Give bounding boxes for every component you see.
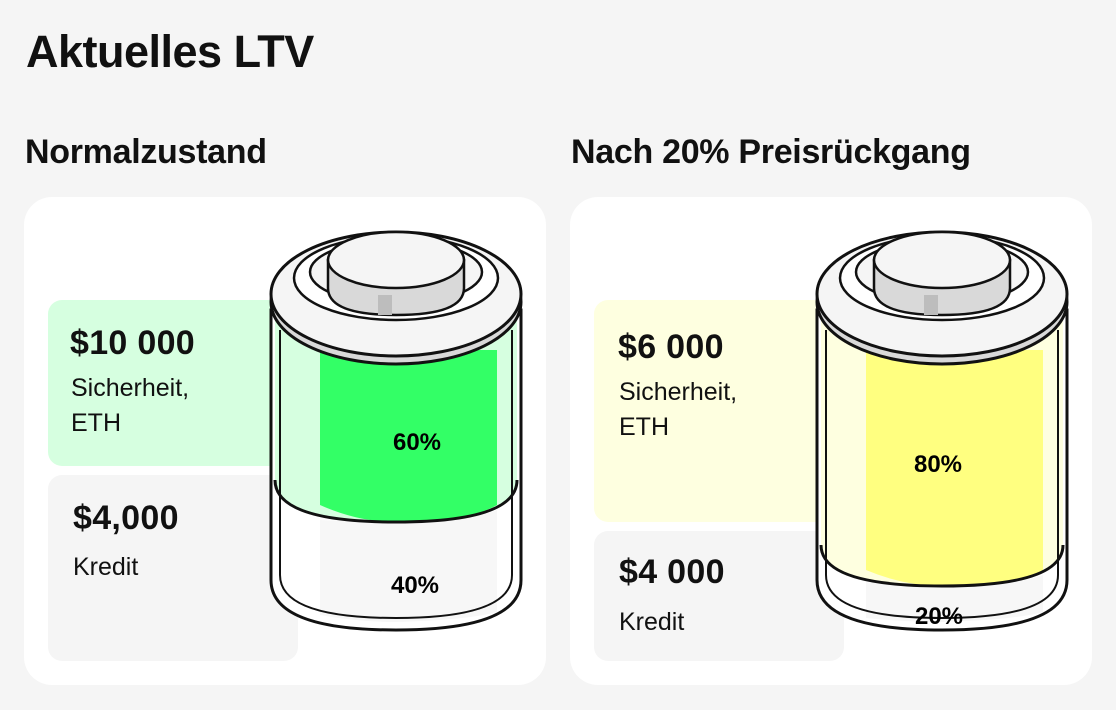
collateral-label-line1: Sicherheit, xyxy=(71,374,190,402)
panel-price-drop: $6 000 Sicherheit, ETH $4 000 Kredit 80%… xyxy=(570,197,1092,685)
loan-label: Kredit xyxy=(619,608,685,636)
collateral-label-line2: ETH xyxy=(71,409,121,437)
collateral-amount: $10 000 xyxy=(70,324,196,362)
collateral-label: Sicherheit, ETH xyxy=(71,371,189,441)
collateral-label-line2: ETH xyxy=(619,413,669,441)
collateral-box: $10 000 Sicherheit, ETH xyxy=(48,300,298,466)
collateral-box: $6 000 Sicherheit, ETH xyxy=(594,300,844,522)
battery-yellow: 80% 20% xyxy=(815,230,1069,632)
battery-top-percent: 80% xyxy=(914,451,962,478)
loan-box: $4 000 Kredit xyxy=(594,531,844,661)
collateral-amount: $6 000 xyxy=(618,328,724,366)
loan-label: Kredit xyxy=(73,553,139,581)
loan-amount: $4,000 xyxy=(73,499,179,537)
page-title: Aktuelles LTV xyxy=(26,26,314,77)
battery-top-percent: 60% xyxy=(393,429,441,456)
collateral-label-line1: Sicherheit, xyxy=(619,378,738,406)
battery-bottom-percent: 20% xyxy=(915,603,963,630)
loan-box: $4,000 Kredit xyxy=(48,475,298,661)
section-title-price-drop: Nach 20% Preisrückgang xyxy=(571,133,971,171)
collateral-label: Sicherheit, ETH xyxy=(619,375,737,445)
panel-normal: $10 000 Sicherheit, ETH $4,000 Kredit 60… xyxy=(24,197,546,685)
battery-green: 60% 40% xyxy=(269,230,523,632)
battery-bottom-percent: 40% xyxy=(391,572,439,599)
section-title-normal: Normalzustand xyxy=(25,133,267,171)
loan-amount: $4 000 xyxy=(619,553,725,591)
